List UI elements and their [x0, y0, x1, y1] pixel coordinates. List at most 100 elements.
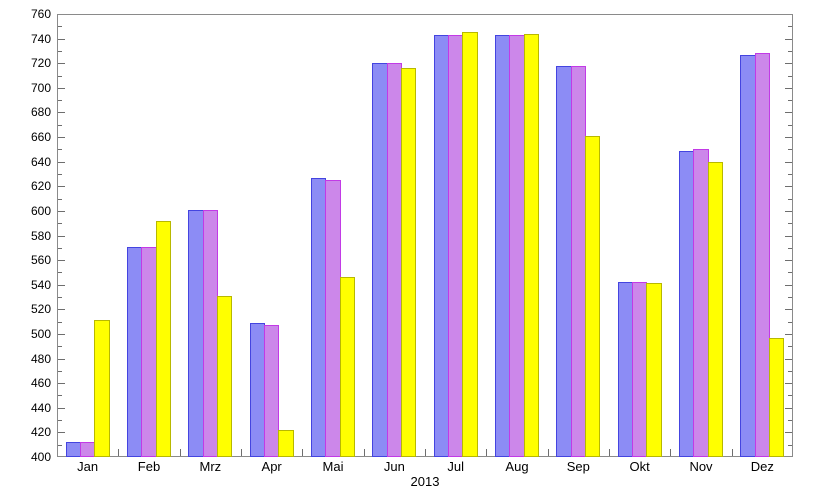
bar-apr-series-yellow	[278, 429, 294, 457]
bar-apr-series-purple	[263, 325, 280, 457]
bar-jul-series-blue	[433, 34, 449, 457]
x-major-tick	[118, 449, 120, 456]
y-major-tick	[58, 210, 65, 212]
y-tick-label: 400	[30, 450, 51, 464]
y-major-tick	[58, 161, 65, 163]
x-major-tick	[363, 449, 365, 456]
x-axis-title: 2013	[410, 474, 440, 489]
bar-feb-series-yellow	[155, 220, 171, 457]
y-minor-tick	[58, 420, 62, 422]
y-major-tick	[58, 186, 65, 188]
x-major-tick	[302, 449, 304, 456]
y-major-tick	[785, 210, 792, 212]
bar-sep-series-yellow	[584, 135, 601, 457]
y-tick-label: 440	[30, 400, 51, 415]
y-minor-tick	[788, 395, 792, 397]
x-major-tick	[670, 449, 672, 456]
y-major-tick	[58, 432, 65, 434]
x-major-tick	[547, 449, 549, 456]
y-minor-tick	[788, 346, 792, 348]
y-minor-tick	[788, 444, 792, 446]
y-tick-label: 420	[30, 425, 51, 440]
bar-aug-series-blue	[495, 34, 511, 457]
y-major-tick	[785, 112, 792, 114]
y-major-tick	[785, 284, 792, 286]
y-tick-label: 620	[30, 179, 51, 194]
y-minor-tick	[58, 124, 62, 126]
y-minor-tick	[58, 247, 62, 249]
bar-aug-series-yellow	[523, 33, 539, 457]
bar-jul-series-purple	[447, 34, 464, 457]
bar-sep-series-purple	[570, 65, 586, 457]
y-major-tick	[785, 407, 792, 409]
y-minor-tick	[58, 272, 62, 274]
x-category-label: Nov	[689, 459, 713, 474]
y-minor-tick	[58, 444, 62, 446]
bar-nov-series-blue	[679, 150, 695, 457]
y-major-tick	[785, 87, 792, 89]
y-major-tick	[58, 235, 65, 237]
y-minor-tick	[58, 75, 62, 77]
x-major-tick	[425, 449, 426, 456]
y-minor-tick	[788, 223, 792, 225]
y-minor-tick	[788, 100, 792, 102]
y-tick-label: 600	[30, 203, 51, 218]
y-major-tick	[58, 63, 65, 65]
y-tick-label: 520	[30, 302, 51, 317]
y-minor-tick	[58, 395, 62, 397]
bar-mai-series-purple	[325, 180, 341, 457]
y-major-tick	[58, 137, 65, 139]
x-category-label: Aug	[505, 459, 529, 474]
bar-apr-series-blue	[249, 322, 265, 457]
y-tick-label: 720	[30, 56, 51, 71]
x-category-label: Dez	[750, 459, 774, 474]
y-major-tick	[785, 260, 792, 262]
bar-okt-series-blue	[617, 282, 633, 457]
bar-nov-series-purple	[693, 149, 709, 457]
y-tick-label: 660	[30, 130, 51, 145]
y-minor-tick	[788, 321, 792, 323]
bar-mai-series-blue	[311, 177, 327, 457]
x-major-tick	[179, 449, 181, 456]
y-tick-label: 760	[30, 7, 51, 21]
y-tick-label: 680	[30, 105, 51, 120]
y-minor-tick	[58, 223, 62, 225]
bar-jan-series-purple	[79, 442, 96, 457]
x-category-label: Mai	[322, 459, 344, 474]
y-minor-tick	[788, 173, 792, 175]
y-minor-tick	[58, 100, 62, 102]
bar-sep-series-blue	[556, 65, 572, 457]
y-minor-tick	[788, 50, 792, 52]
x-major-tick	[731, 449, 733, 456]
x-major-tick	[241, 449, 242, 456]
bar-okt-series-purple	[631, 282, 648, 457]
x-category-label: Jun	[383, 459, 405, 474]
y-minor-tick	[58, 370, 62, 372]
bar-mai-series-yellow	[339, 277, 355, 457]
y-minor-tick	[788, 149, 792, 151]
y-minor-tick	[58, 346, 62, 348]
x-category-label: Jan	[77, 459, 99, 474]
y-tick-label: 540	[30, 277, 51, 292]
bar-jul-series-yellow	[462, 32, 478, 457]
x-category-label: Mrz	[199, 459, 222, 474]
bar-jan-series-yellow	[94, 320, 110, 457]
bar-dez-series-purple	[754, 53, 770, 457]
bar-mrz-series-blue	[188, 209, 204, 457]
bar-dez-series-yellow	[768, 337, 785, 457]
y-minor-tick	[788, 420, 792, 422]
x-category-label: Feb	[137, 459, 161, 474]
bar-mrz-series-yellow	[216, 295, 233, 457]
y-minor-tick	[788, 272, 792, 274]
y-tick-label: 740	[30, 31, 51, 46]
bar-jun-series-yellow	[400, 68, 417, 457]
y-minor-tick	[58, 198, 62, 200]
x-category-label: Jul	[447, 459, 464, 474]
y-minor-tick	[788, 198, 792, 200]
y-minor-tick	[58, 26, 62, 28]
y-tick-label: 700	[30, 80, 51, 95]
bar-jan-series-blue	[65, 442, 81, 457]
y-major-tick	[785, 38, 792, 40]
y-major-tick	[58, 260, 65, 262]
